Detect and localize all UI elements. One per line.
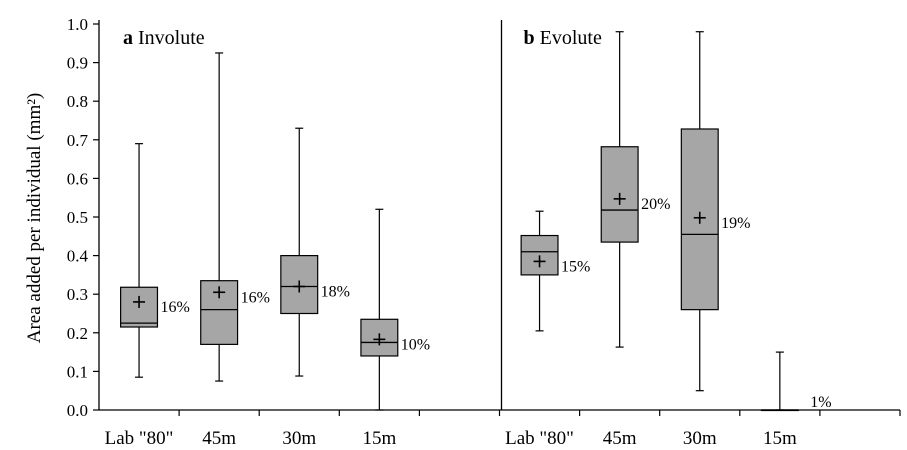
x-category-label: 45m xyxy=(202,428,236,449)
plot-area: 0.0 0.1 0.2 0.3 0.4 0.5 0.6 0.7 0.8 0.9 1.0 a Invol… xyxy=(67,15,901,449)
y-tick-label: 0.8 xyxy=(67,92,88,111)
y-tick-label: 1.0 xyxy=(67,15,88,34)
percent-label: 19% xyxy=(721,215,750,232)
x-category-label: 15m xyxy=(362,428,396,449)
y-axis-title: Area added per individual (mm²) xyxy=(24,93,45,344)
percent-label: 20% xyxy=(641,196,670,213)
x-category-label: 15m xyxy=(763,428,797,449)
x-category-label: Lab "80" xyxy=(105,428,174,449)
y-tick-label: 0.0 xyxy=(67,401,88,420)
y-tick-label: 0.4 xyxy=(67,247,89,266)
y-tick-label: 0.1 xyxy=(67,362,88,381)
panel-label: b xyxy=(524,27,540,49)
y-tick-label: 0.5 xyxy=(67,208,88,227)
percent-label: 15% xyxy=(561,258,590,275)
percent-label: 16% xyxy=(160,299,189,316)
x-category-label: Lab "80" xyxy=(505,428,574,449)
percent-label: 16% xyxy=(241,289,270,306)
percent-label: 18% xyxy=(321,283,350,300)
x-category-label: 30m xyxy=(683,428,717,449)
y-tick-label: 0.7 xyxy=(67,131,89,150)
x-category-label: 30m xyxy=(282,428,316,449)
panel-title: b Evolute xyxy=(524,27,602,49)
y-axis-title-group: Area added per individual (mm²) xyxy=(24,93,45,344)
y-tick-label: 0.2 xyxy=(67,324,88,343)
percent-label: 1% xyxy=(810,394,831,411)
y-tick-label: 0.9 xyxy=(67,54,88,73)
percent-label: 10% xyxy=(401,336,430,353)
panel-label: a xyxy=(123,27,138,49)
panel-title-text: Evolute xyxy=(540,27,602,49)
iqr-box xyxy=(520,234,559,276)
y-tick-label: 0.6 xyxy=(67,169,88,188)
panel-title: a Involute xyxy=(123,27,205,49)
iqr-box xyxy=(200,280,239,345)
y-tick-label: 0.3 xyxy=(67,285,88,304)
x-category-label: 45m xyxy=(603,428,637,449)
panel-title-text: Involute xyxy=(138,27,205,49)
